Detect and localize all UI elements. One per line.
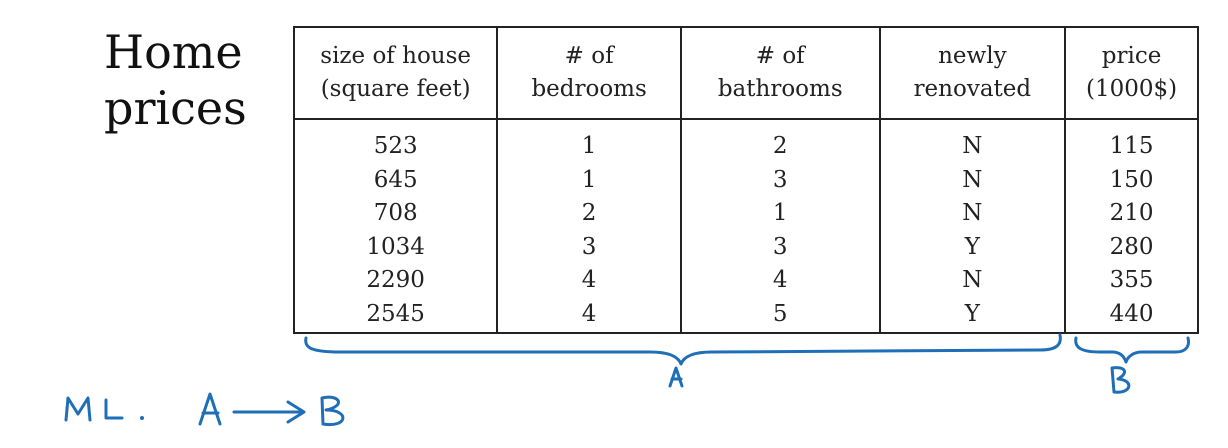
table-cell: 2 <box>772 133 788 159</box>
bedrooms-column-cell: 1 1 2 3 4 4 <box>496 119 681 333</box>
table-cell: 1 <box>581 166 597 193</box>
input-brace-label <box>668 366 684 388</box>
table-cell: 523 <box>373 133 418 159</box>
header-line: bedrooms <box>531 76 647 102</box>
table-cell: 5 <box>772 300 788 327</box>
table-cell: 2290 <box>366 267 425 293</box>
header-line: (square feet) <box>320 76 471 102</box>
header-line: size of house <box>320 43 472 69</box>
table-cell: N <box>962 133 983 159</box>
header-bedrooms: # of bedrooms <box>496 27 681 120</box>
table-cell: N <box>962 166 983 193</box>
table-cell: 3 <box>772 233 788 260</box>
header-line: newly <box>938 43 1007 69</box>
table-cell: 4 <box>581 267 597 293</box>
table-header-row: size of house (square feet) # of bedroom… <box>294 27 1198 120</box>
header-line: # of <box>564 43 614 69</box>
header-price: price (1000$) <box>1064 27 1198 120</box>
table-cell: 4 <box>581 300 597 327</box>
table-cell: N <box>962 267 983 293</box>
header-line: # of <box>755 43 805 69</box>
bathrooms-column-cell: 2 3 1 3 4 5 <box>679 119 880 333</box>
handwritten-note <box>64 392 345 427</box>
table-cell: 280 <box>1109 233 1154 260</box>
table-cell: 1 <box>581 133 597 159</box>
table-cell: 355 <box>1109 267 1154 293</box>
home-prices-table: size of house (square feet) # of bedroom… <box>293 26 1199 334</box>
header-newly-renovated: newly renovated <box>878 27 1066 120</box>
header-line: bathrooms <box>717 76 843 102</box>
table-cell: 645 <box>373 166 418 193</box>
table-body-row: 523 645 708 1034 2290 2545 1 1 2 3 4 4 2… <box>294 119 1198 333</box>
output-brace-label <box>1110 366 1131 394</box>
table-cell: 2 <box>581 200 597 226</box>
slide-title: Home prices <box>104 25 247 135</box>
table-cell: 3 <box>772 166 788 193</box>
size-column-cell: 523 645 708 1034 2290 2545 <box>294 119 497 333</box>
table-cell: Y <box>964 300 980 327</box>
table-cell: 150 <box>1109 166 1154 193</box>
input-features-brace <box>304 333 1062 366</box>
table-cell: 440 <box>1109 300 1154 327</box>
table-cell: Y <box>964 233 980 260</box>
price-column-cell: 115 150 210 280 355 440 <box>1064 119 1198 333</box>
table-cell: N <box>962 200 983 226</box>
header-size-of-house: size of house (square feet) <box>294 27 498 120</box>
renovated-column-cell: N N N Y N Y <box>878 119 1066 333</box>
table-cell: 708 <box>373 200 418 226</box>
note-dot <box>140 416 144 420</box>
table-cell: 2545 <box>366 300 425 327</box>
header-line: price <box>1101 43 1162 69</box>
table-cell: 210 <box>1109 200 1154 226</box>
table-cell: 115 <box>1109 133 1154 159</box>
table-cell: 1034 <box>366 233 425 260</box>
header-line: renovated <box>913 76 1032 102</box>
output-brace <box>1074 336 1190 364</box>
header-line: (1000$) <box>1086 76 1178 102</box>
table-cell: 1 <box>772 200 788 226</box>
header-bathrooms: # of bathrooms <box>679 27 880 120</box>
table-cell: 4 <box>772 267 788 293</box>
table-cell: 3 <box>581 233 597 260</box>
